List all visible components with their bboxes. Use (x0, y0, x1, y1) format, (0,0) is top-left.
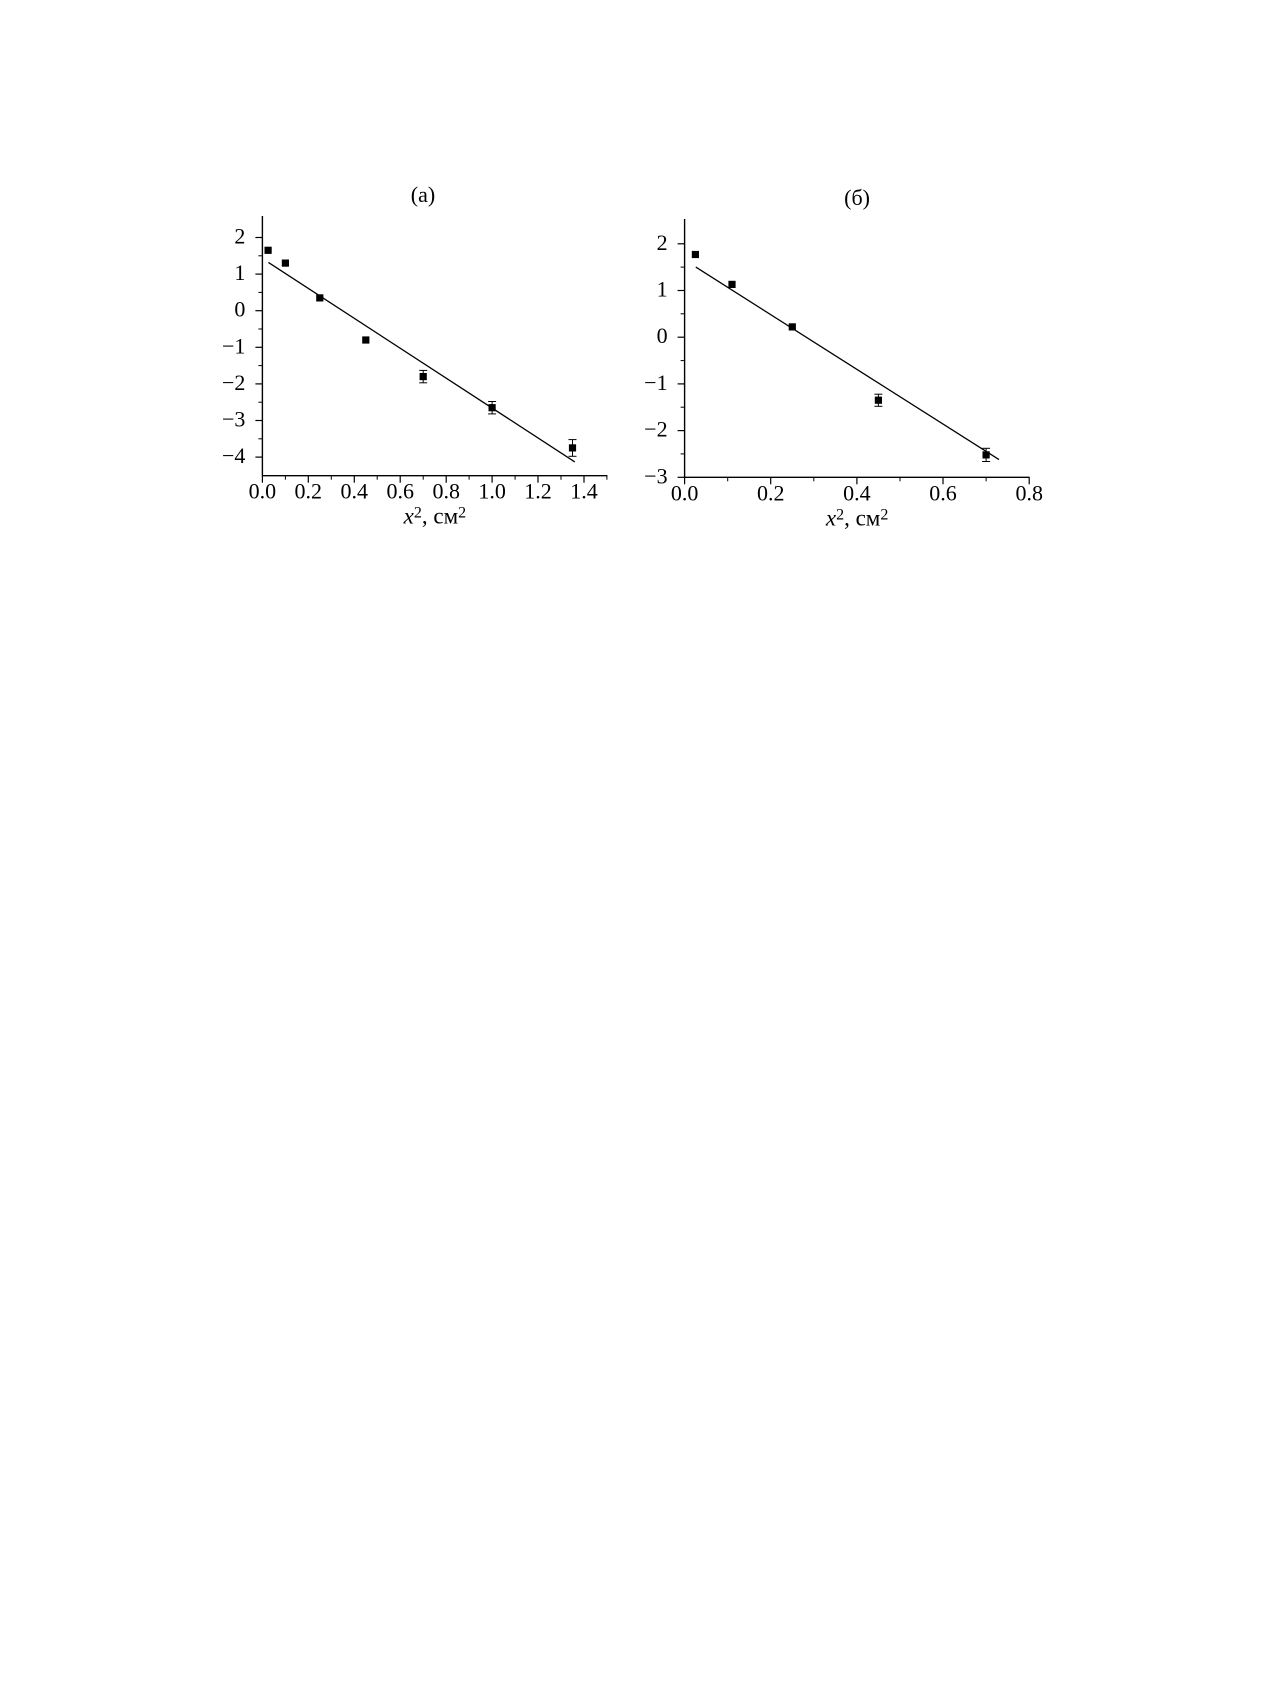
svg-text:0.4: 0.4 (843, 480, 871, 505)
svg-text:−1: −1 (644, 370, 667, 395)
svg-text:−1: −1 (222, 333, 245, 358)
svg-text:x2, см2: x2, см2 (403, 504, 466, 529)
svg-text:0.0: 0.0 (249, 479, 277, 504)
svg-text:−3: −3 (644, 463, 667, 488)
svg-text:1.4: 1.4 (570, 479, 598, 504)
svg-text:(а): (а) (411, 182, 435, 207)
svg-text:0: 0 (234, 297, 245, 322)
svg-text:(б): (б) (844, 185, 870, 210)
svg-text:0: 0 (657, 323, 668, 348)
svg-text:−2: −2 (222, 370, 245, 395)
svg-text:2: 2 (234, 224, 245, 249)
svg-text:1.2: 1.2 (524, 479, 552, 504)
svg-text:0.2: 0.2 (757, 480, 785, 505)
svg-text:1: 1 (234, 260, 245, 285)
svg-text:−2: −2 (644, 417, 667, 442)
svg-text:x2, см2: x2, см2 (825, 505, 888, 530)
svg-text:0.6: 0.6 (386, 479, 414, 504)
svg-text:−4: −4 (222, 443, 245, 468)
svg-text:0.8: 0.8 (1015, 480, 1043, 505)
svg-text:0.8: 0.8 (432, 479, 460, 504)
svg-text:0.4: 0.4 (341, 479, 369, 504)
svg-text:0.2: 0.2 (295, 479, 323, 504)
svg-text:2: 2 (657, 230, 668, 255)
svg-text:0.6: 0.6 (929, 480, 957, 505)
svg-text:−3: −3 (222, 407, 245, 432)
svg-text:1.0: 1.0 (478, 479, 506, 504)
svg-text:0.0: 0.0 (671, 480, 699, 505)
svg-text:1: 1 (657, 277, 668, 302)
